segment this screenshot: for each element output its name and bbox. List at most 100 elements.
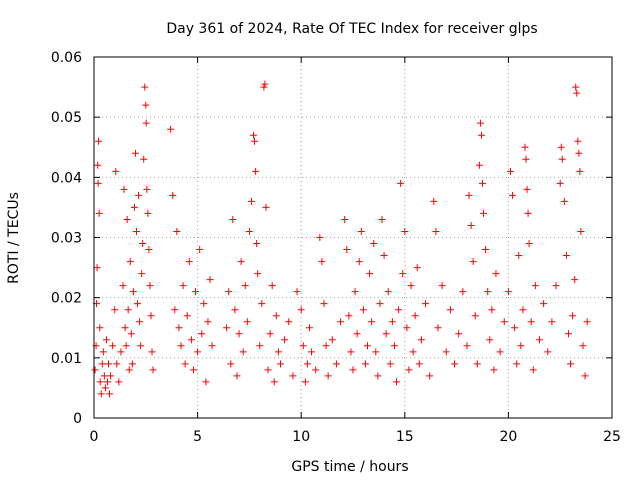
data-point <box>100 372 108 380</box>
data-point <box>370 240 378 248</box>
data-point <box>206 276 214 284</box>
data-point <box>276 360 284 368</box>
data-point <box>117 348 125 356</box>
data-point <box>560 197 568 205</box>
data-point <box>357 227 365 235</box>
data-point <box>393 378 401 386</box>
data-point <box>129 288 137 296</box>
data-point <box>349 366 357 374</box>
data-point <box>479 179 486 187</box>
data-point <box>415 360 423 368</box>
data-point <box>509 191 517 199</box>
data-point <box>382 330 390 338</box>
data-point <box>378 215 386 223</box>
data-point <box>144 209 152 217</box>
data-point <box>107 372 115 380</box>
data-point <box>583 318 591 326</box>
data-point <box>345 312 353 320</box>
data-point <box>312 366 320 374</box>
data-point <box>523 185 531 193</box>
data-point <box>285 318 293 326</box>
data-point <box>407 282 415 290</box>
data-point <box>359 306 367 314</box>
data-point <box>318 258 326 266</box>
data-point <box>519 306 527 314</box>
data-point <box>145 246 153 254</box>
data-point <box>293 288 301 296</box>
data-point <box>167 125 175 133</box>
data-point <box>99 348 107 356</box>
data-point <box>455 330 463 338</box>
y-tick-label: 0.01 <box>51 351 82 367</box>
data-point <box>112 167 120 175</box>
data-point <box>101 384 109 392</box>
data-point <box>305 324 313 332</box>
data-point <box>476 119 484 127</box>
data-point <box>270 378 278 386</box>
data-point <box>252 167 260 175</box>
data-point <box>173 227 181 235</box>
data-point <box>337 318 345 326</box>
data-point <box>459 288 467 296</box>
data-point <box>564 330 572 338</box>
data-point <box>558 155 566 163</box>
data-point <box>506 167 514 175</box>
data-point <box>241 282 249 290</box>
data-point <box>527 318 535 326</box>
data-point <box>397 179 405 187</box>
data-point <box>569 312 577 320</box>
data-point <box>200 300 208 308</box>
data-point <box>229 215 237 223</box>
data-point <box>480 209 488 217</box>
data-point <box>575 149 583 157</box>
data-point <box>181 360 189 368</box>
data-point <box>395 306 403 314</box>
data-point <box>198 330 206 338</box>
data-point <box>126 258 134 266</box>
data-point <box>432 227 440 235</box>
data-point <box>223 324 231 332</box>
data-point <box>143 185 151 193</box>
data-point <box>529 366 537 374</box>
data-point <box>148 348 156 356</box>
data-point <box>388 318 396 326</box>
data-point <box>93 264 101 272</box>
data-point <box>192 288 200 296</box>
data-point <box>123 215 131 223</box>
data-point <box>409 348 417 356</box>
data-point <box>515 252 523 260</box>
data-point <box>451 360 459 368</box>
data-point <box>347 348 355 356</box>
data-point <box>320 300 328 308</box>
data-point <box>225 288 233 296</box>
data-point <box>351 288 359 296</box>
data-point <box>208 342 216 350</box>
data-point <box>482 246 490 254</box>
data-point <box>576 167 584 175</box>
data-point <box>179 282 187 290</box>
data-point <box>442 348 450 356</box>
data-point <box>463 342 471 350</box>
data-point <box>138 270 146 278</box>
data-point <box>135 191 143 199</box>
data-point <box>574 137 582 145</box>
data-point <box>366 270 374 278</box>
data-point <box>102 336 110 344</box>
data-point <box>579 342 587 350</box>
data-point <box>97 390 105 398</box>
y-axis-label: ROTI / TECUs <box>6 192 22 284</box>
data-point <box>281 336 289 344</box>
data-point <box>372 348 380 356</box>
data-point <box>353 330 361 338</box>
data-point <box>517 342 525 350</box>
x-tick-label: 10 <box>292 429 310 445</box>
data-point <box>557 143 565 151</box>
data-point <box>115 378 123 386</box>
data-point <box>486 336 494 344</box>
data-point <box>504 288 512 296</box>
data-point <box>243 318 251 326</box>
data-point <box>147 312 155 320</box>
data-point <box>250 131 258 139</box>
data-point <box>251 137 259 145</box>
data-point <box>125 366 133 374</box>
